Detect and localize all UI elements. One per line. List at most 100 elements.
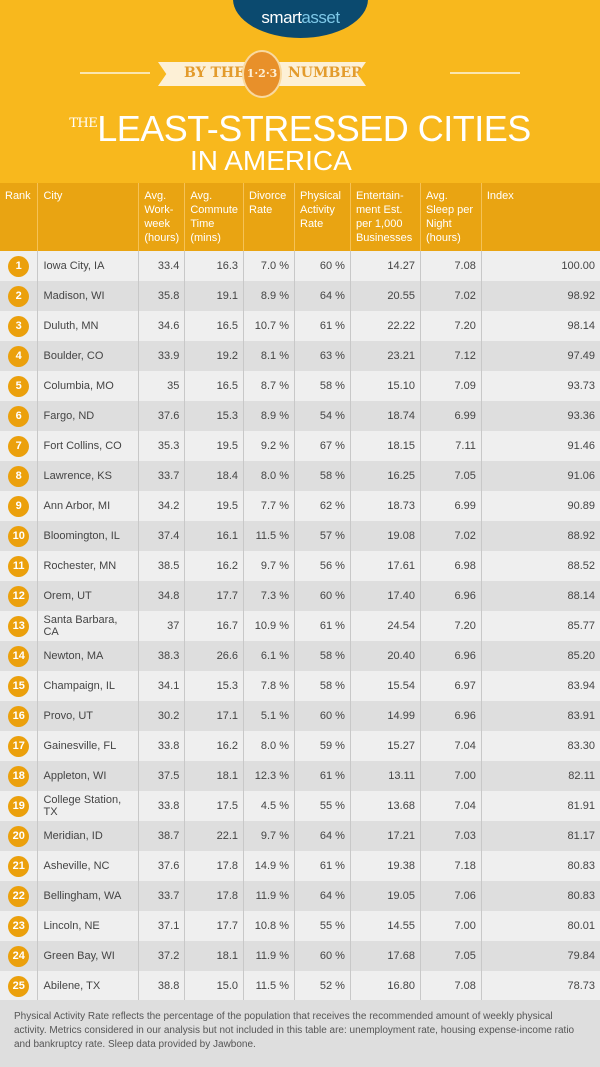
cell-rank: 12 (0, 581, 38, 611)
cell-sleep: 7.20 (419, 611, 482, 641)
cell-city: Iowa City, IA (37, 251, 139, 281)
cell-workweek: 30.2 (138, 701, 185, 731)
table-row: 16 Provo, UT 30.2 17.1 5.1 % 60 % 14.99 6.96 83.… (0, 701, 600, 731)
rank-badge: 17 (8, 735, 30, 757)
cell-rank: 7 (0, 431, 38, 461)
cell-physical-activity: 58 % (294, 641, 351, 671)
cell-commute: 17.1 (184, 701, 244, 731)
rank-badge: 20 (8, 825, 30, 847)
cell-physical-activity: 57 % (294, 521, 351, 551)
cell-divorce: 11.5 % (243, 971, 295, 1001)
cell-city: Appleton, WI (37, 761, 139, 791)
cell-workweek: 37.4 (138, 521, 185, 551)
rank-badge: 4 (8, 345, 30, 367)
table-row: 21 Asheville, NC 37.6 17.8 14.9 % 61 % 19.38 7.… (0, 851, 600, 881)
cell-entertainment: 15.10 (349, 371, 421, 401)
cell-sleep: 7.02 (419, 281, 482, 311)
cell-physical-activity: 60 % (294, 251, 351, 281)
cell-rank: 5 (0, 371, 38, 401)
rank-badge: 8 (8, 465, 30, 487)
cell-index: 90.89 (480, 491, 600, 521)
cell-index: 80.83 (480, 851, 600, 881)
cell-physical-activity: 61 % (294, 311, 351, 341)
table-row: 20 Meridian, ID 38.7 22.1 9.7 % 64 % 17.21 7.03… (0, 821, 600, 851)
table-row: 9 Ann Arbor, MI 34.2 19.5 7.7 % 62 % 18.73 6.99… (0, 491, 600, 521)
cell-sleep: 7.12 (419, 341, 482, 371)
cell-commute: 19.1 (184, 281, 244, 311)
cell-entertainment: 20.55 (349, 281, 421, 311)
cell-divorce: 11.9 % (243, 881, 295, 911)
cell-city: Fargo, ND (37, 401, 139, 431)
cell-workweek: 37 (138, 611, 185, 641)
cell-index: 83.30 (480, 731, 600, 761)
cell-workweek: 33.8 (138, 791, 185, 821)
table-row: 3 Duluth, MN 34.6 16.5 10.7 % 61 % 22.22 7.20 98… (0, 311, 600, 341)
cell-entertainment: 17.68 (349, 941, 421, 971)
cell-workweek: 37.2 (138, 941, 185, 971)
cell-divorce: 8.7 % (243, 371, 295, 401)
rank-badge: 1 (8, 255, 30, 277)
cell-divorce: 7.3 % (243, 581, 295, 611)
rank-badge: 12 (8, 585, 30, 607)
cell-index: 79.84 (480, 941, 600, 971)
cell-commute: 17.7 (184, 911, 244, 941)
cell-workweek: 37.1 (138, 911, 185, 941)
cell-sleep: 7.09 (419, 371, 482, 401)
rank-badge: 13 (8, 615, 30, 637)
rank-badge: 6 (8, 405, 30, 427)
table-row: 15 Champaign, IL 34.1 15.3 7.8 % 58 % 15.54 6.9… (0, 671, 600, 701)
cell-sleep: 6.97 (419, 671, 482, 701)
cell-rank: 25 (0, 971, 38, 1001)
cell-workweek: 37.5 (138, 761, 185, 791)
rank-badge: 23 (8, 915, 30, 937)
cell-commute: 15.3 (184, 671, 244, 701)
cell-divorce: 11.9 % (243, 941, 295, 971)
cell-physical-activity: 54 % (294, 401, 351, 431)
cell-commute: 19.2 (184, 341, 244, 371)
banner-right-text: NUMBERS (288, 65, 373, 81)
cell-entertainment: 16.80 (349, 971, 421, 1001)
coin-badge: 1·2·3 (242, 50, 282, 98)
cell-physical-activity: 56 % (294, 551, 351, 581)
cell-rank: 15 (0, 671, 38, 701)
cell-physical-activity: 62 % (294, 491, 351, 521)
cell-rank: 13 (0, 611, 38, 641)
cell-rank: 18 (0, 761, 38, 791)
cell-workweek: 35.8 (138, 281, 185, 311)
cell-divorce: 8.9 % (243, 281, 295, 311)
cell-rank: 9 (0, 491, 38, 521)
cell-sleep: 6.99 (419, 401, 482, 431)
cell-entertainment: 15.54 (349, 671, 421, 701)
cell-entertainment: 18.74 (349, 401, 421, 431)
table-row: 18 Appleton, WI 37.5 18.1 12.3 % 61 % 13.11 7.0… (0, 761, 600, 791)
cell-index: 85.77 (480, 611, 600, 641)
cell-index: 100.00 (480, 251, 600, 281)
cell-rank: 24 (0, 941, 38, 971)
cell-index: 91.46 (480, 431, 600, 461)
cell-divorce: 7.8 % (243, 671, 295, 701)
cell-commute: 17.8 (184, 881, 244, 911)
cell-commute: 26.6 (184, 641, 244, 671)
cell-index: 93.36 (480, 401, 600, 431)
cell-physical-activity: 60 % (294, 941, 351, 971)
rank-badge: 7 (8, 435, 30, 457)
cell-rank: 1 (0, 251, 38, 281)
rank-badge: 3 (8, 315, 30, 337)
cell-rank: 23 (0, 911, 38, 941)
cell-entertainment: 24.54 (349, 611, 421, 641)
cell-workweek: 38.5 (138, 551, 185, 581)
cell-city: Abilene, TX (37, 971, 139, 1001)
cell-city: Bloomington, IL (37, 521, 139, 551)
cell-divorce: 9.7 % (243, 821, 295, 851)
table-row: 25 Abilene, TX 38.8 15.0 11.5 % 52 % 16.80 7.08… (0, 971, 600, 1001)
cell-rank: 22 (0, 881, 38, 911)
cell-commute: 16.1 (184, 521, 244, 551)
divider-left (80, 72, 150, 74)
cell-divorce: 14.9 % (243, 851, 295, 881)
cell-physical-activity: 55 % (294, 911, 351, 941)
title-main: LEAST-STRESSED CITIES (97, 108, 531, 149)
cell-workweek: 34.2 (138, 491, 185, 521)
cell-sleep: 7.05 (419, 461, 482, 491)
logo-text-asset: asset (301, 8, 340, 27)
cell-workweek: 34.1 (138, 671, 185, 701)
